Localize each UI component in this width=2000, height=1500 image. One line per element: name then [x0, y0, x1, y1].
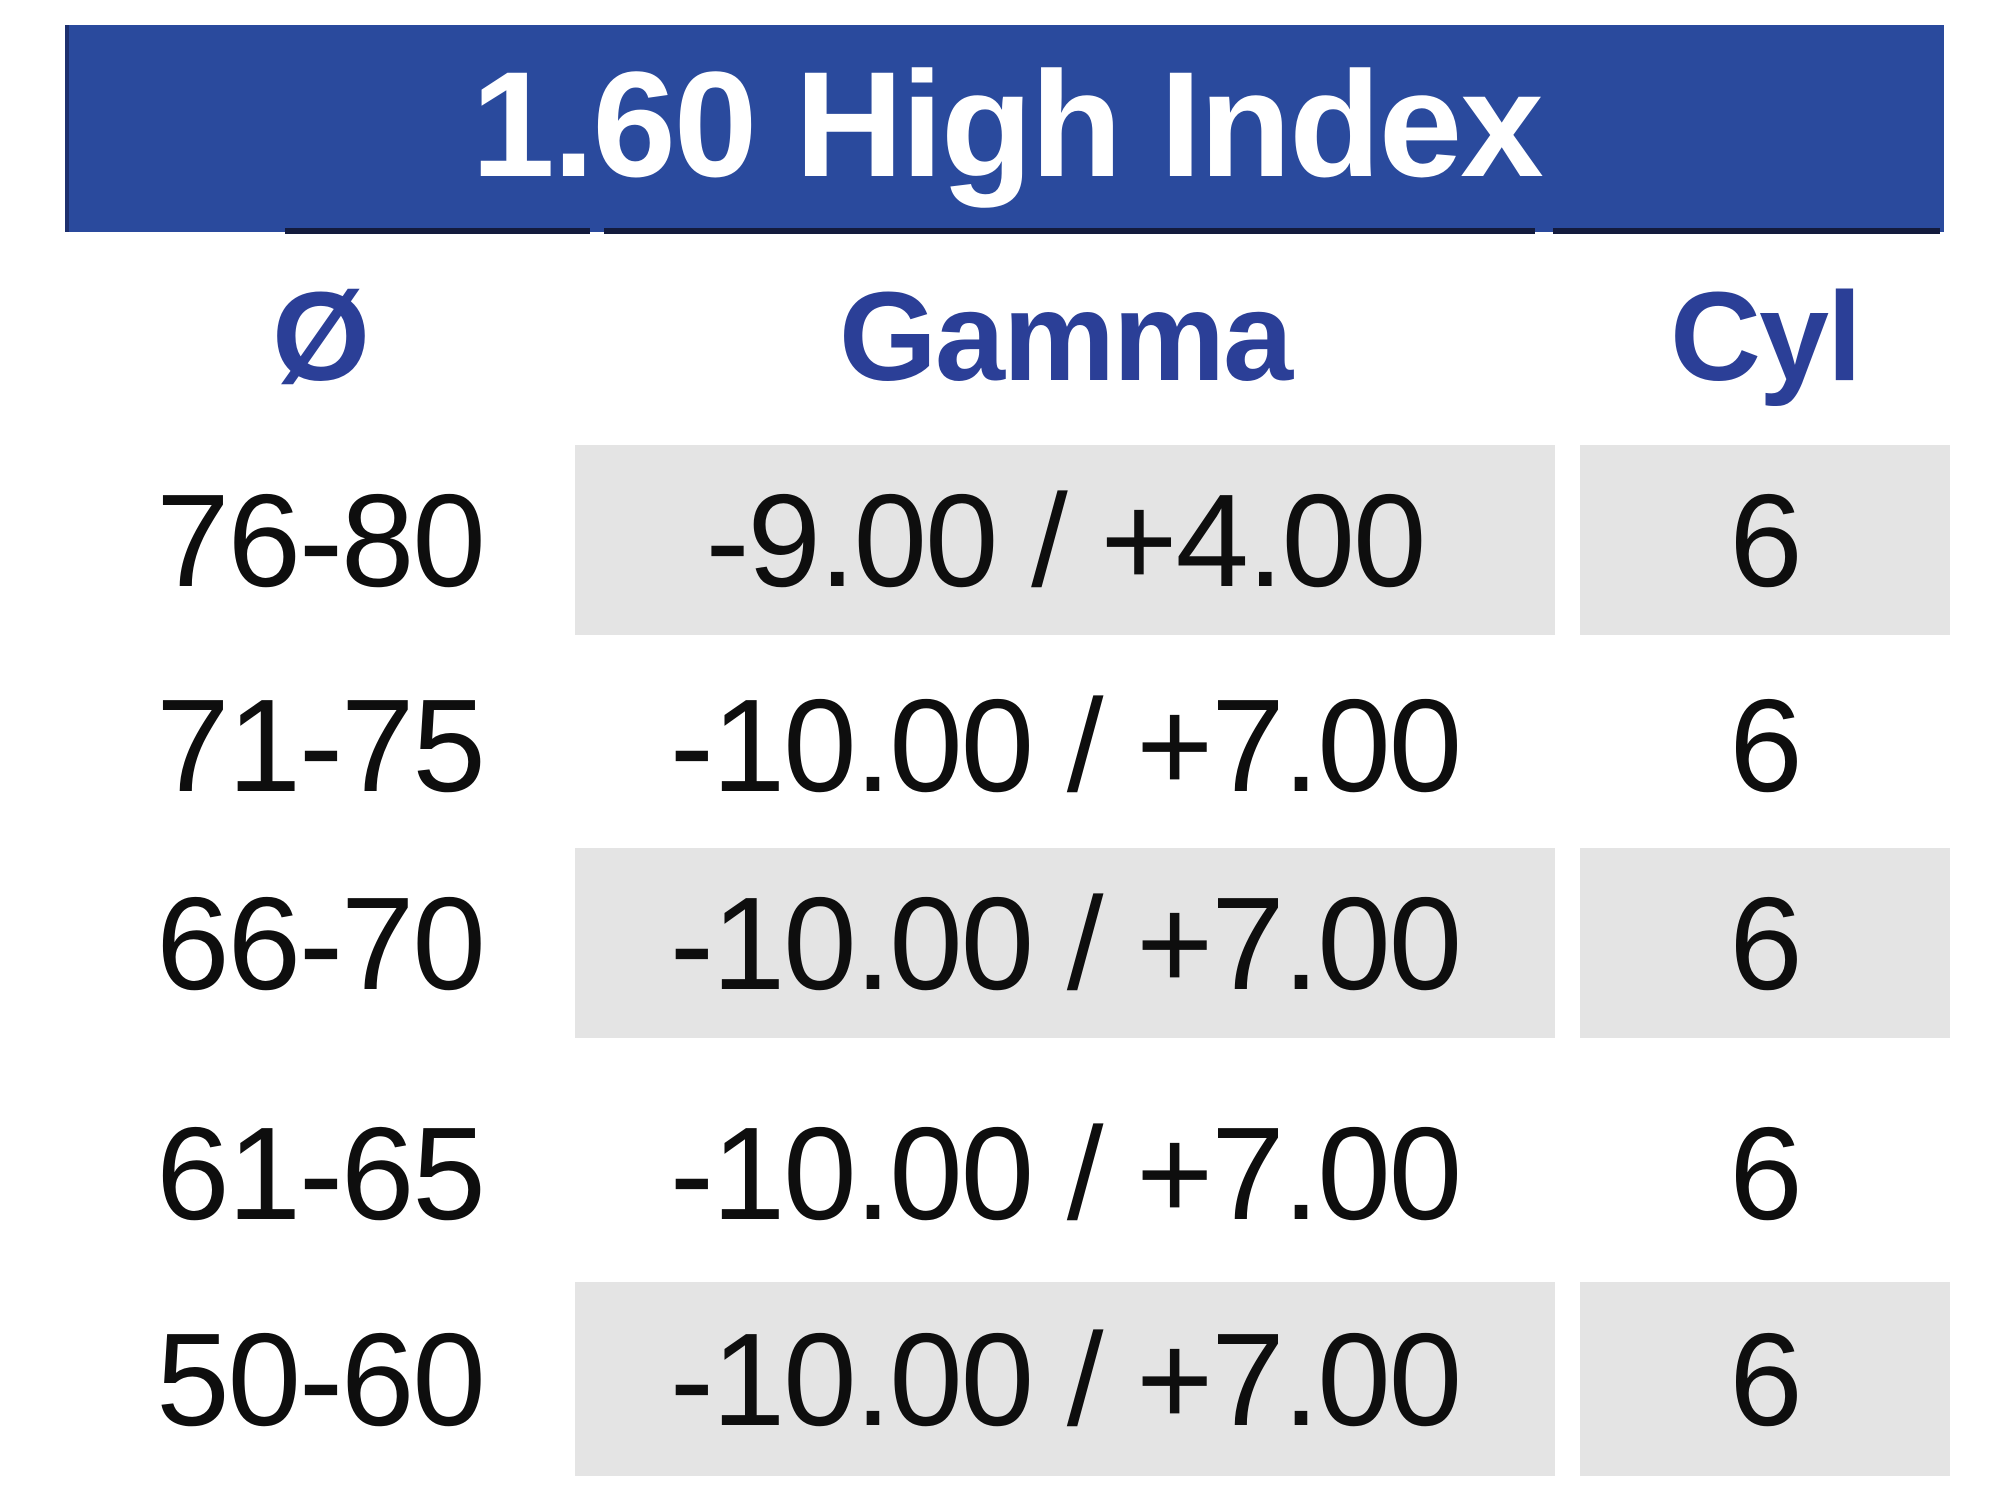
column-header-gamma: Gamma: [838, 265, 1293, 407]
cell-gamma-range: -10.00 / +7.00: [669, 1099, 1462, 1247]
cell-cyl: 6: [1580, 445, 1950, 635]
cell-diameter: 66-70: [156, 869, 486, 1017]
cell-diameter: 76-80: [156, 466, 486, 614]
cell-diameter: 61-65: [156, 1099, 486, 1247]
table-row: 76-80 -9.00 / +4.00 6: [65, 445, 1950, 635]
cell-gamma-range: -10.00 / +7.00: [669, 671, 1462, 819]
cell-gamma-range: -9.00 / +4.00: [575, 445, 1555, 635]
cell-cyl: 6: [1580, 848, 1950, 1038]
table-title-band: 1.60 High Index: [65, 25, 1944, 232]
table-row: 66-70 -10.00 / +7.00 6: [65, 848, 1950, 1038]
cell-diameter: 50-60: [156, 1305, 486, 1453]
table-row: 50-60 -10.00 / +7.00 6: [65, 1282, 1950, 1476]
band-bottom-edge: [604, 228, 1535, 234]
band-bottom-edge: [285, 228, 590, 234]
cell-cyl: 6: [1729, 671, 1802, 819]
cell-diameter: 71-75: [156, 671, 486, 819]
cell-gamma-range: -10.00 / +7.00: [575, 848, 1555, 1038]
table-row: 61-65 -10.00 / +7.00 6: [65, 1078, 1950, 1268]
cell-gamma-range: -10.00 / +7.00: [575, 1282, 1555, 1476]
column-header-diameter: Ø: [271, 265, 370, 407]
cell-cyl: 6: [1580, 1282, 1950, 1476]
column-header-cyl: Cyl: [1669, 265, 1862, 407]
cell-cyl: 6: [1729, 1099, 1802, 1247]
table-title: 1.60 High Index: [471, 40, 1543, 208]
table-row: 71-75 -10.00 / +7.00 6: [65, 650, 1950, 840]
band-bottom-edge: [1553, 228, 1940, 234]
